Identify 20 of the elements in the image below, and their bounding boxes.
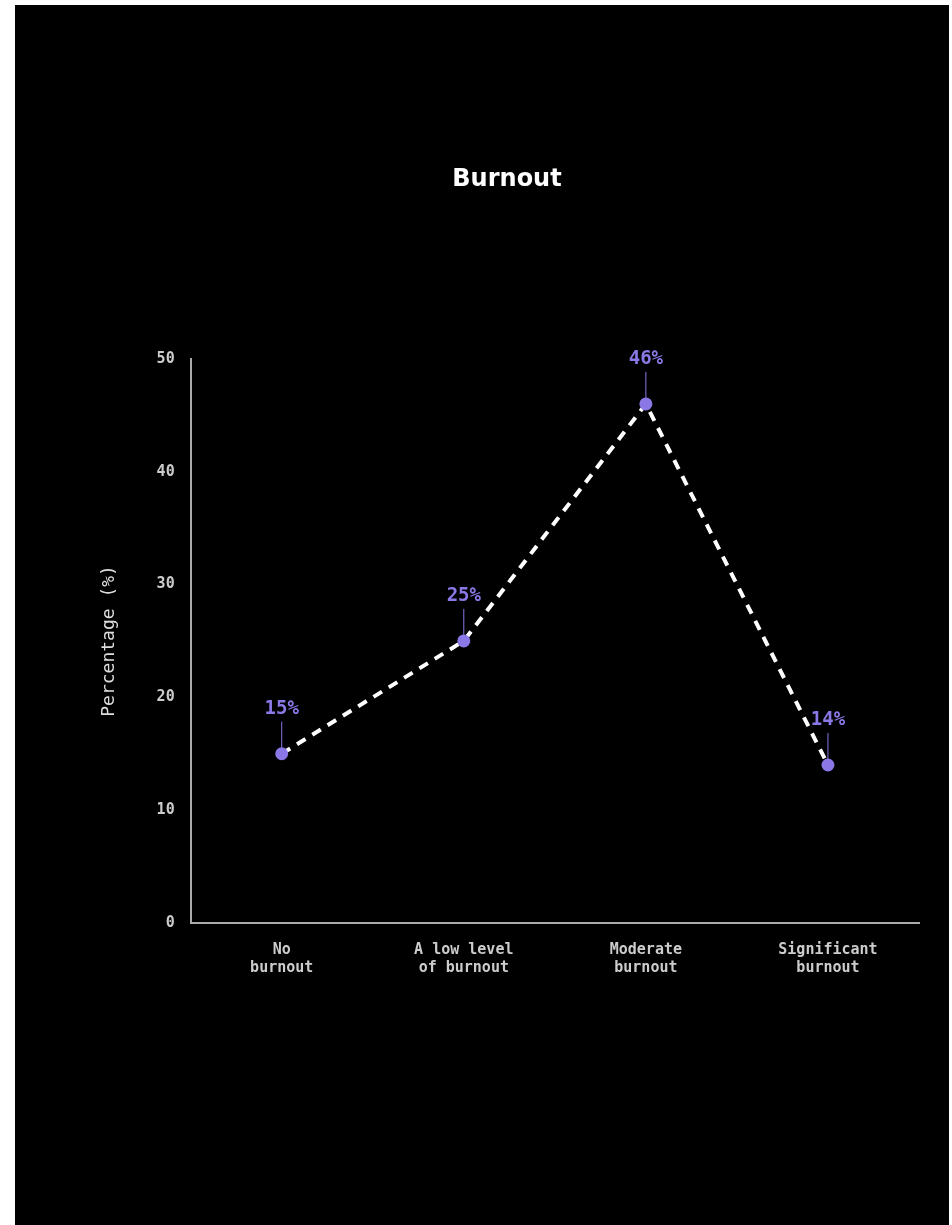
data-label: 46% xyxy=(628,346,664,369)
data-label: 25% xyxy=(446,583,482,606)
y-tick-label: 20 xyxy=(156,687,175,706)
y-axis-title: Percentage (%) xyxy=(97,565,119,717)
y-tick-label: 10 xyxy=(156,800,175,819)
x-tick-label: No burnout xyxy=(250,939,314,976)
x-tick-label: Moderate burnout xyxy=(609,939,682,976)
x-tick-label: A low level of burnout xyxy=(414,939,514,976)
data-label: 15% xyxy=(264,696,300,719)
y-tick-label: 0 xyxy=(165,912,175,931)
point xyxy=(457,634,471,648)
chart-title: Burnout xyxy=(452,163,562,192)
point xyxy=(821,758,835,772)
y-tick-label: 40 xyxy=(156,461,175,480)
data-label: 14% xyxy=(810,707,846,730)
y-tick-label: 50 xyxy=(156,348,175,367)
point xyxy=(639,397,653,411)
point xyxy=(275,747,289,761)
x-tick-label: Significant burnout xyxy=(778,939,878,976)
y-tick-label: 30 xyxy=(156,574,175,593)
